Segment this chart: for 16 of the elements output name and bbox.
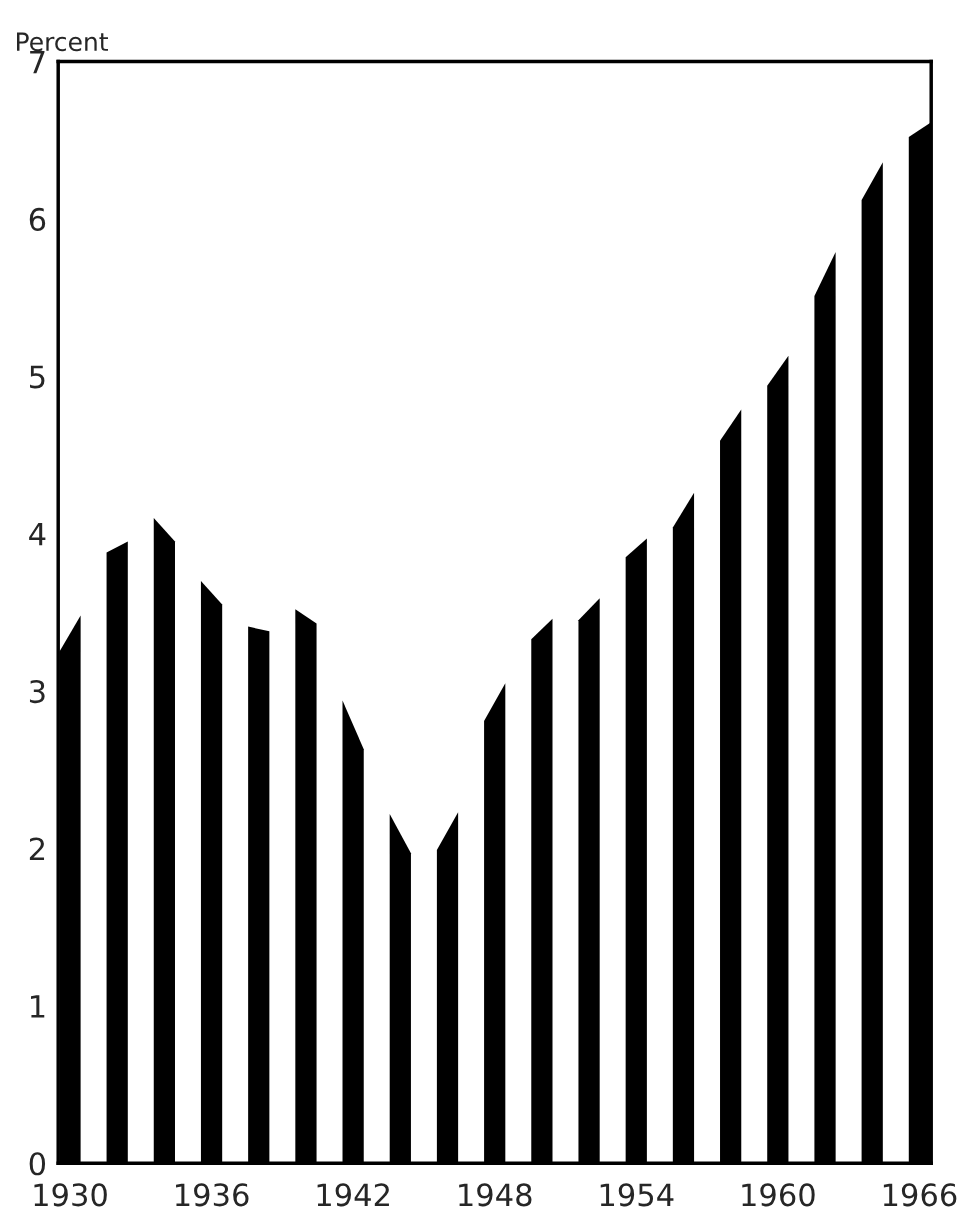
y-tick-label: 5	[30, 365, 45, 389]
x-tick-label: 1960	[742, 1183, 815, 1207]
y-axis-title: Percent	[17, 32, 108, 52]
y-tick-label: 1	[31, 995, 45, 1018]
y-tick-label: 3	[29, 680, 45, 704]
x-tick-label: 1954	[600, 1183, 674, 1207]
y-tick-label: 0	[29, 1152, 46, 1176]
x-tick-label: 1948	[459, 1183, 532, 1207]
y-tick-label: 2	[29, 837, 45, 861]
y-tick-label: 6	[29, 207, 46, 231]
x-tick-label: 1930	[34, 1183, 107, 1207]
y-tick-label: 4	[29, 523, 46, 546]
x-tick-label: 1942	[317, 1183, 389, 1207]
y-tick-label: 7	[30, 50, 45, 74]
x-tick-label: 1936	[176, 1183, 249, 1207]
x-tick-label: 1966	[883, 1183, 957, 1207]
